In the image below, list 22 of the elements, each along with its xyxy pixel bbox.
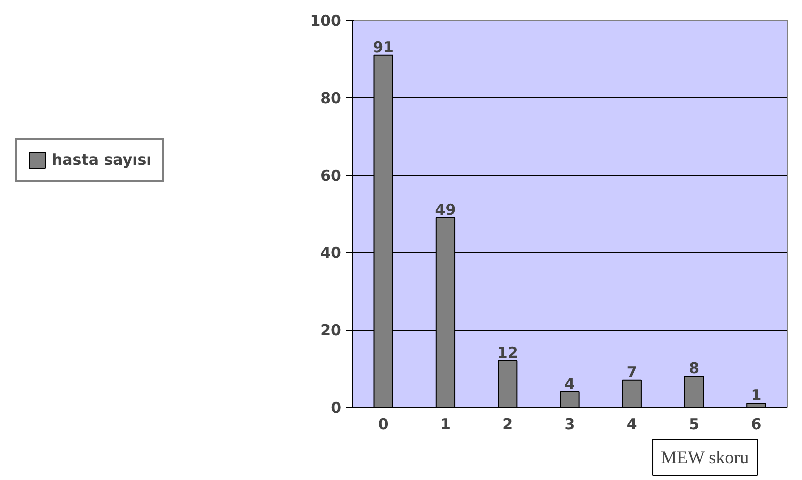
data-label: 91 <box>373 38 394 56</box>
x-tick-label: 2 <box>502 416 514 434</box>
data-label: 12 <box>497 344 518 362</box>
y-tick-label: 60 <box>320 166 342 185</box>
x-tick-label: 3 <box>564 416 576 434</box>
y-tick-label: 80 <box>320 89 342 108</box>
data-label: 7 <box>626 363 638 382</box>
y-tick-label: 0 <box>331 399 342 417</box>
data-label: 8 <box>689 360 700 378</box>
y-tick-label: 100 <box>310 12 342 30</box>
data-label: 1 <box>751 386 762 405</box>
y-tick-label: 40 <box>320 244 342 262</box>
legend-label: hasta sayısı <box>52 151 152 169</box>
y-tick-label: 20 <box>320 322 342 340</box>
data-label: 4 <box>564 375 576 394</box>
data-label: 49 <box>435 200 456 219</box>
x-tick-label: 4 <box>626 416 638 434</box>
x-tick-label: 1 <box>440 416 451 434</box>
x-tick-label: 0 <box>378 416 389 434</box>
x-tick-label: 5 <box>689 416 700 434</box>
x-tick-label: 6 <box>751 416 762 434</box>
x-axis-title: MEW skoru <box>661 448 750 468</box>
